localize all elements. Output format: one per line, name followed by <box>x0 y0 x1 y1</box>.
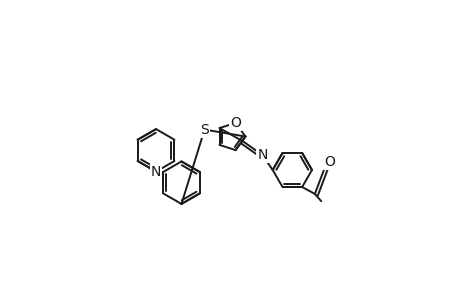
Text: O: O <box>230 116 241 130</box>
Text: S: S <box>200 123 208 136</box>
Text: N: N <box>151 165 161 178</box>
Text: N: N <box>257 148 267 162</box>
Text: O: O <box>324 155 335 169</box>
